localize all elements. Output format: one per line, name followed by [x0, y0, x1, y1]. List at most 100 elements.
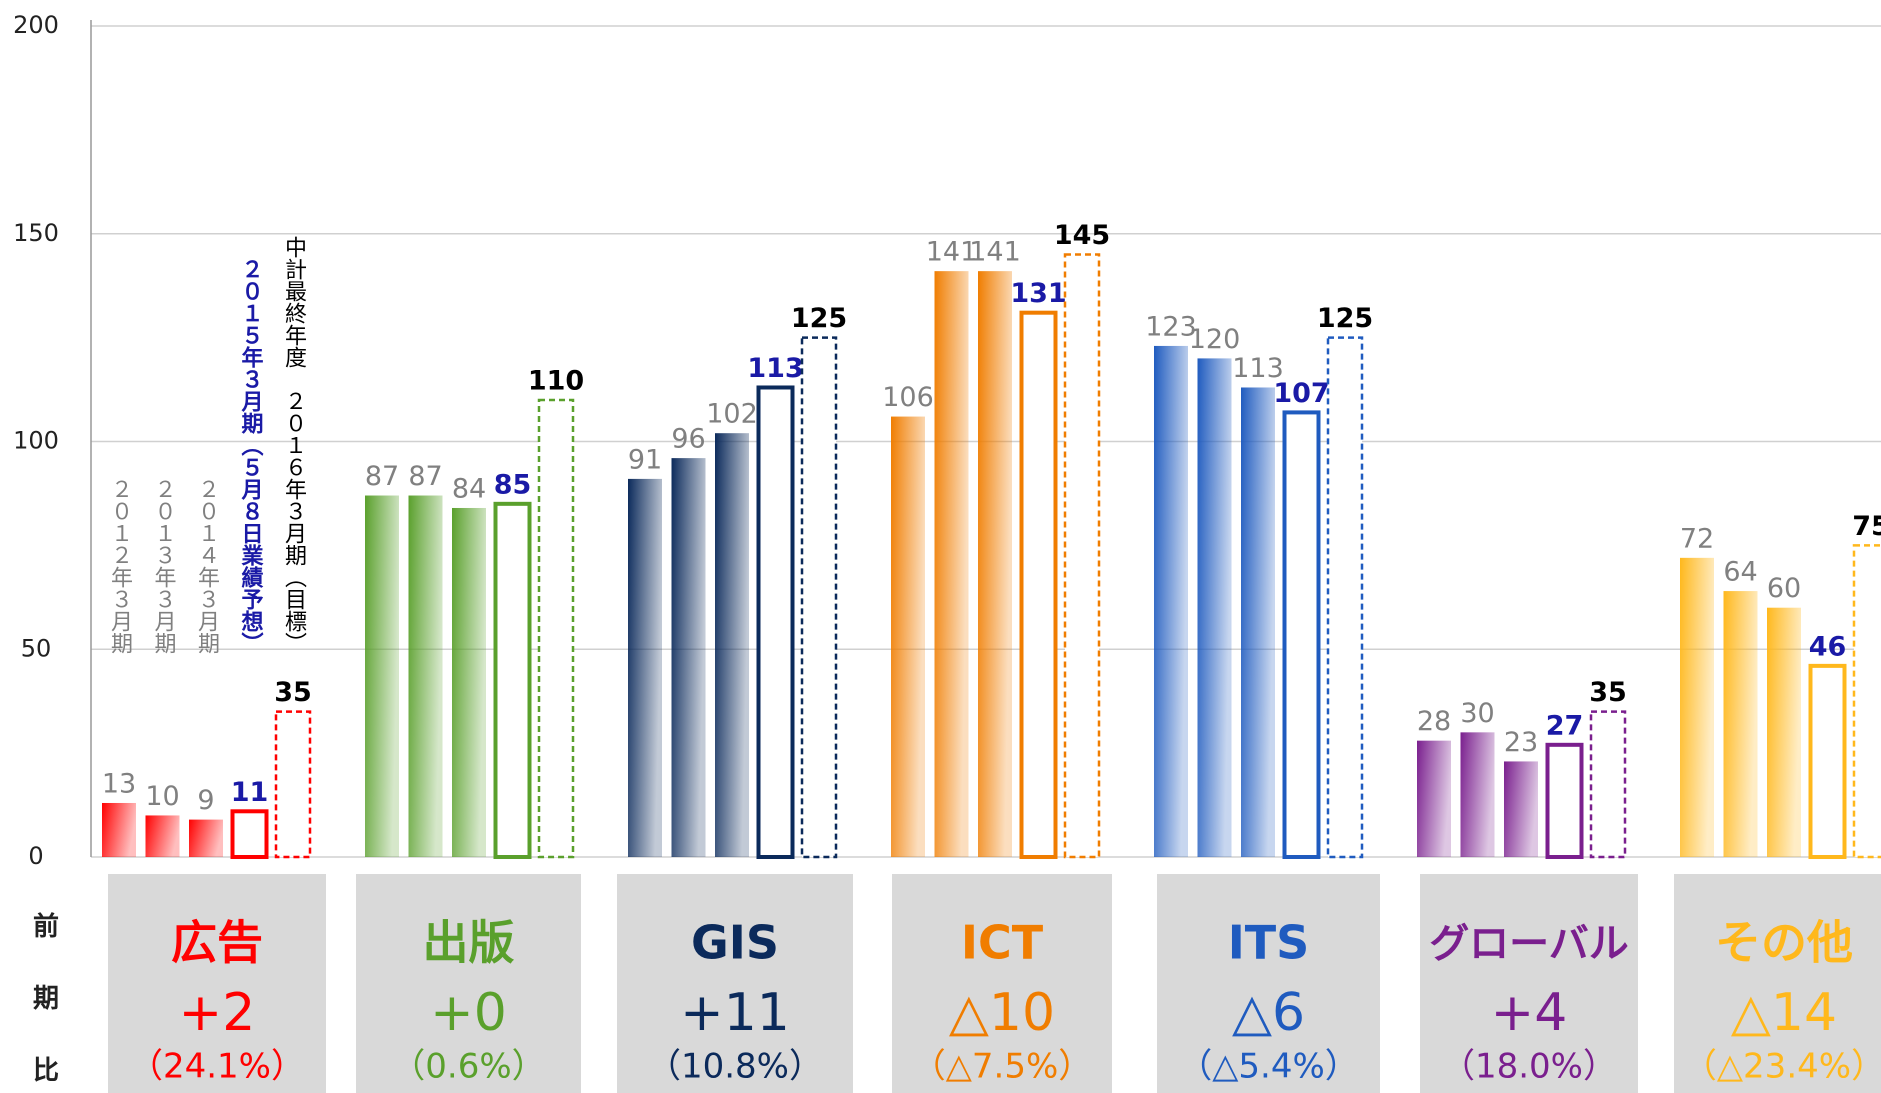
category-label: GIS: [691, 916, 779, 970]
bar: [1808, 663, 1847, 859]
change-value: △14: [1731, 983, 1837, 1043]
bar: [1852, 544, 1881, 859]
value-label: 85: [494, 469, 532, 500]
category-box: [1157, 874, 1380, 1093]
value-label: 141: [969, 237, 1021, 268]
bar: [230, 809, 269, 859]
category-label: ICT: [961, 916, 1044, 970]
bar: [102, 802, 136, 857]
bar: [1460, 732, 1495, 857]
value-label: 35: [1589, 677, 1627, 708]
value-label: 87: [365, 461, 399, 492]
y-tick-label: 100: [13, 427, 59, 455]
y-tick-label: 50: [21, 634, 52, 662]
change-value: △6: [1232, 983, 1305, 1043]
change-value: △10: [949, 983, 1055, 1043]
value-label: 72: [1680, 523, 1714, 554]
bar: [891, 416, 925, 857]
value-label: 60: [1767, 573, 1801, 604]
comparison-label: 前期比: [29, 911, 59, 1093]
category-label: グローバル: [1429, 921, 1629, 967]
bar: [756, 385, 795, 859]
value-label: 145: [1054, 220, 1110, 251]
category-box: [108, 874, 326, 1093]
value-label: 106: [882, 382, 934, 413]
bar: [493, 501, 532, 859]
value-label: 84: [452, 473, 486, 504]
change-ratio: （0.6%）: [391, 1047, 545, 1087]
category-label: その他: [1715, 916, 1853, 970]
change-value: +0: [430, 983, 507, 1043]
value-label: 11: [231, 777, 269, 808]
value-label: 23: [1504, 727, 1538, 758]
bar: [671, 458, 706, 857]
value-label: 75: [1852, 511, 1881, 542]
bar: [1019, 310, 1058, 859]
bar: [408, 495, 443, 857]
legend-label: ２０１５年３月期（５月８日業績予想）: [238, 258, 265, 654]
category-label: ITS: [1228, 916, 1310, 970]
bar: [1680, 557, 1714, 857]
value-label: 125: [791, 303, 847, 334]
bar: [189, 819, 223, 857]
bar: [1504, 761, 1538, 857]
change-ratio: （△23.4%）: [1683, 1047, 1881, 1087]
y-tick-label: 150: [13, 219, 59, 247]
value-label: 123: [1145, 311, 1197, 342]
value-label: 9: [197, 785, 214, 816]
change-ratio: （24.1%）: [129, 1047, 305, 1087]
legend-label: ２０１２年３月期: [107, 478, 133, 654]
value-label: 113: [1232, 353, 1284, 384]
bar: [628, 478, 662, 857]
category-box: [1674, 874, 1881, 1093]
bar: [1154, 345, 1188, 857]
value-label: 35: [274, 677, 312, 708]
change-ratio: （10.8%）: [647, 1047, 823, 1087]
bar: [1063, 253, 1101, 859]
value-label: 91: [628, 444, 662, 475]
bar: [715, 433, 749, 857]
category-box: [356, 874, 581, 1093]
value-label: 131: [1010, 278, 1066, 309]
bar: [452, 507, 486, 857]
value-label: 110: [528, 365, 584, 396]
bar: [145, 815, 180, 857]
change-ratio: （△5.4%）: [1178, 1047, 1359, 1087]
value-label: 125: [1317, 303, 1373, 334]
bar: [800, 336, 838, 859]
value-label: 64: [1723, 557, 1757, 588]
bar: [1767, 607, 1801, 857]
bar: [1417, 740, 1451, 857]
bar: [537, 398, 575, 859]
value-label: 10: [145, 781, 179, 812]
change-value: +2: [179, 983, 256, 1043]
value-label: 102: [706, 399, 758, 430]
category-label: 広告: [171, 916, 263, 970]
value-label: 13: [102, 768, 136, 799]
bar: [1545, 742, 1584, 859]
value-label: 141: [926, 237, 978, 268]
value-label: 46: [1809, 631, 1847, 662]
bar: [274, 710, 312, 859]
value-label: 120: [1189, 324, 1241, 355]
bar: [978, 271, 1012, 857]
legend-label: ２０１４年３月期: [194, 478, 220, 654]
bar: [1282, 410, 1321, 859]
change-ratio: （△7.5%）: [912, 1047, 1093, 1087]
bar: [934, 271, 969, 857]
change-ratio: （18.0%）: [1441, 1047, 1617, 1087]
bar: [1723, 591, 1758, 857]
value-label: 107: [1273, 378, 1329, 409]
y-tick-label: 0: [28, 842, 43, 870]
value-label: 27: [1546, 710, 1584, 741]
y-tick-label: 200: [13, 11, 59, 39]
value-label: 96: [671, 424, 705, 455]
change-value: +11: [680, 983, 790, 1043]
legend-label: ２０１３年３月期: [151, 478, 177, 654]
value-label: 28: [1417, 706, 1451, 737]
legend-label: 中計最終年度 ２０１６年３月期（目標）: [281, 236, 307, 654]
category-box: [1420, 874, 1638, 1093]
value-label: 113: [747, 353, 803, 384]
